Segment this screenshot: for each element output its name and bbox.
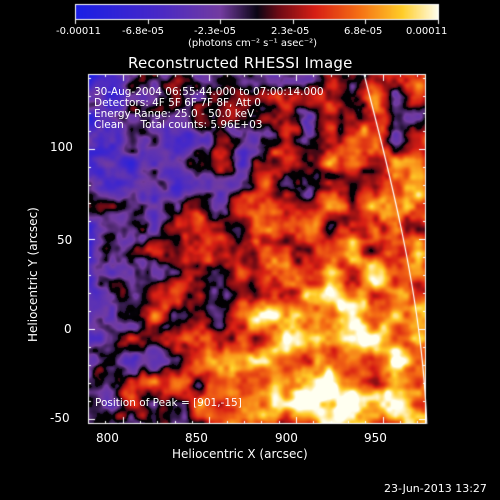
y-tick-label: 100 bbox=[50, 140, 73, 154]
colorbar-tick-label: 0.00011 bbox=[406, 26, 448, 37]
footer-timestamp: 23-Jun-2013 13:27 bbox=[384, 482, 487, 495]
x-tick-label: 800 bbox=[96, 431, 119, 445]
annotation-detectors: Detectors: 4F 5F 6F 7F 8F, Att 0 bbox=[94, 97, 261, 109]
colorbar-tick-label: -0.00011 bbox=[56, 26, 101, 37]
y-tick-label: -50 bbox=[50, 411, 70, 425]
plot-title: Reconstructed RHESSI Image bbox=[128, 54, 353, 72]
x-axis-label: Heliocentric X (arcsec) bbox=[172, 447, 308, 461]
x-tick-label: 850 bbox=[185, 431, 208, 445]
colorbar-tick-label: 2.3e-05 bbox=[271, 26, 310, 37]
colorbar-units-label: (photons cm⁻² s⁻¹ asec⁻²) bbox=[188, 38, 318, 49]
colorbar-tick-label: -6.8e-05 bbox=[122, 26, 164, 37]
annotation-time-range: 30-Aug-2004 06:55:44.000 to 07:00:14.000 bbox=[94, 86, 324, 98]
annotation-energy-range: Energy Range: 25.0 - 50.0 keV bbox=[94, 108, 255, 120]
annotation-clean-counts: Clean Total counts: 5.96E+03 bbox=[94, 119, 263, 131]
x-tick-label: 900 bbox=[275, 431, 298, 445]
colorbar-tick-label: 6.8e-05 bbox=[344, 26, 383, 37]
x-tick-label: 950 bbox=[364, 431, 387, 445]
annotation-peak-position: Position of Peak = [901,-15] bbox=[95, 397, 242, 409]
colorbar-tick-label: -2.3e-05 bbox=[194, 26, 236, 37]
y-tick-label: 50 bbox=[57, 233, 73, 247]
y-tick-label: 0 bbox=[64, 322, 72, 336]
y-axis-label: Heliocentric Y (arcsec) bbox=[26, 207, 40, 342]
